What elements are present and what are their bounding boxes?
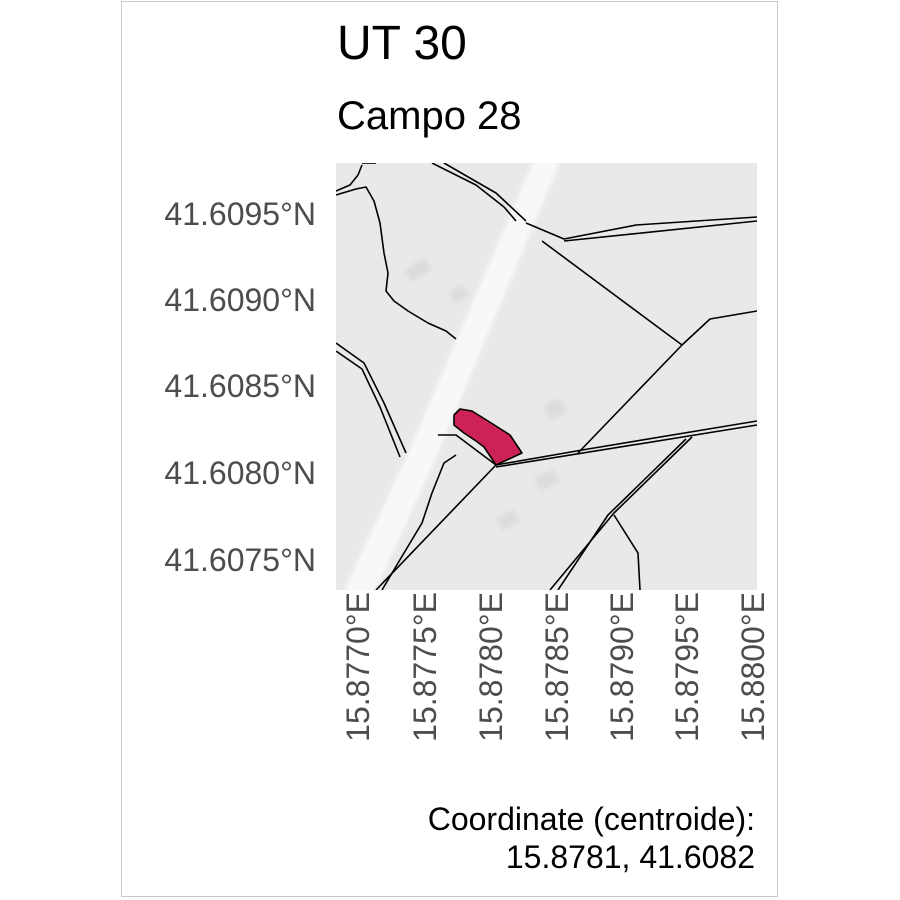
x-tick: 15.8775°E <box>403 592 443 786</box>
parcel-boundaries <box>336 163 757 590</box>
x-tick: 15.8795°E <box>665 592 705 786</box>
x-tick-label: 15.8800°E <box>735 592 771 742</box>
caption-line-1: Coordinate (centroide): <box>427 801 755 837</box>
x-tick-label: 15.8775°E <box>407 592 443 742</box>
y-tick-label: 41.6095°N <box>164 196 316 232</box>
map-subtitle: Campo 28 <box>337 94 522 138</box>
x-tick-label: 15.8785°E <box>539 592 575 742</box>
map-title: UT 30 <box>337 17 467 70</box>
map-panel <box>336 163 757 590</box>
x-tick-label: 15.8790°E <box>604 592 640 742</box>
x-tick: 15.8800°E <box>731 592 771 786</box>
highlighted-parcel[interactable] <box>453 408 523 466</box>
y-tick-label: 41.6080°N <box>164 455 316 491</box>
centroid-caption: Coordinate (centroide): 15.8781, 41.6082 <box>428 800 755 876</box>
building-shapes <box>404 257 567 531</box>
x-tick-label: 15.8795°E <box>669 592 705 742</box>
x-tick: 15.8770°E <box>336 592 376 786</box>
x-tick-label: 15.8780°E <box>473 592 509 742</box>
y-tick-label: 41.6090°N <box>164 282 316 318</box>
caption-line-2: 15.8781, 41.6082 <box>505 839 755 875</box>
x-tick-label: 15.8770°E <box>340 592 376 742</box>
main-road <box>344 163 560 590</box>
x-tick: 15.8790°E <box>600 592 640 786</box>
x-tick: 15.8780°E <box>469 592 509 786</box>
y-tick-label: 41.6085°N <box>164 368 316 404</box>
y-tick-label: 41.6075°N <box>164 542 316 578</box>
x-tick: 15.8785°E <box>535 592 575 786</box>
